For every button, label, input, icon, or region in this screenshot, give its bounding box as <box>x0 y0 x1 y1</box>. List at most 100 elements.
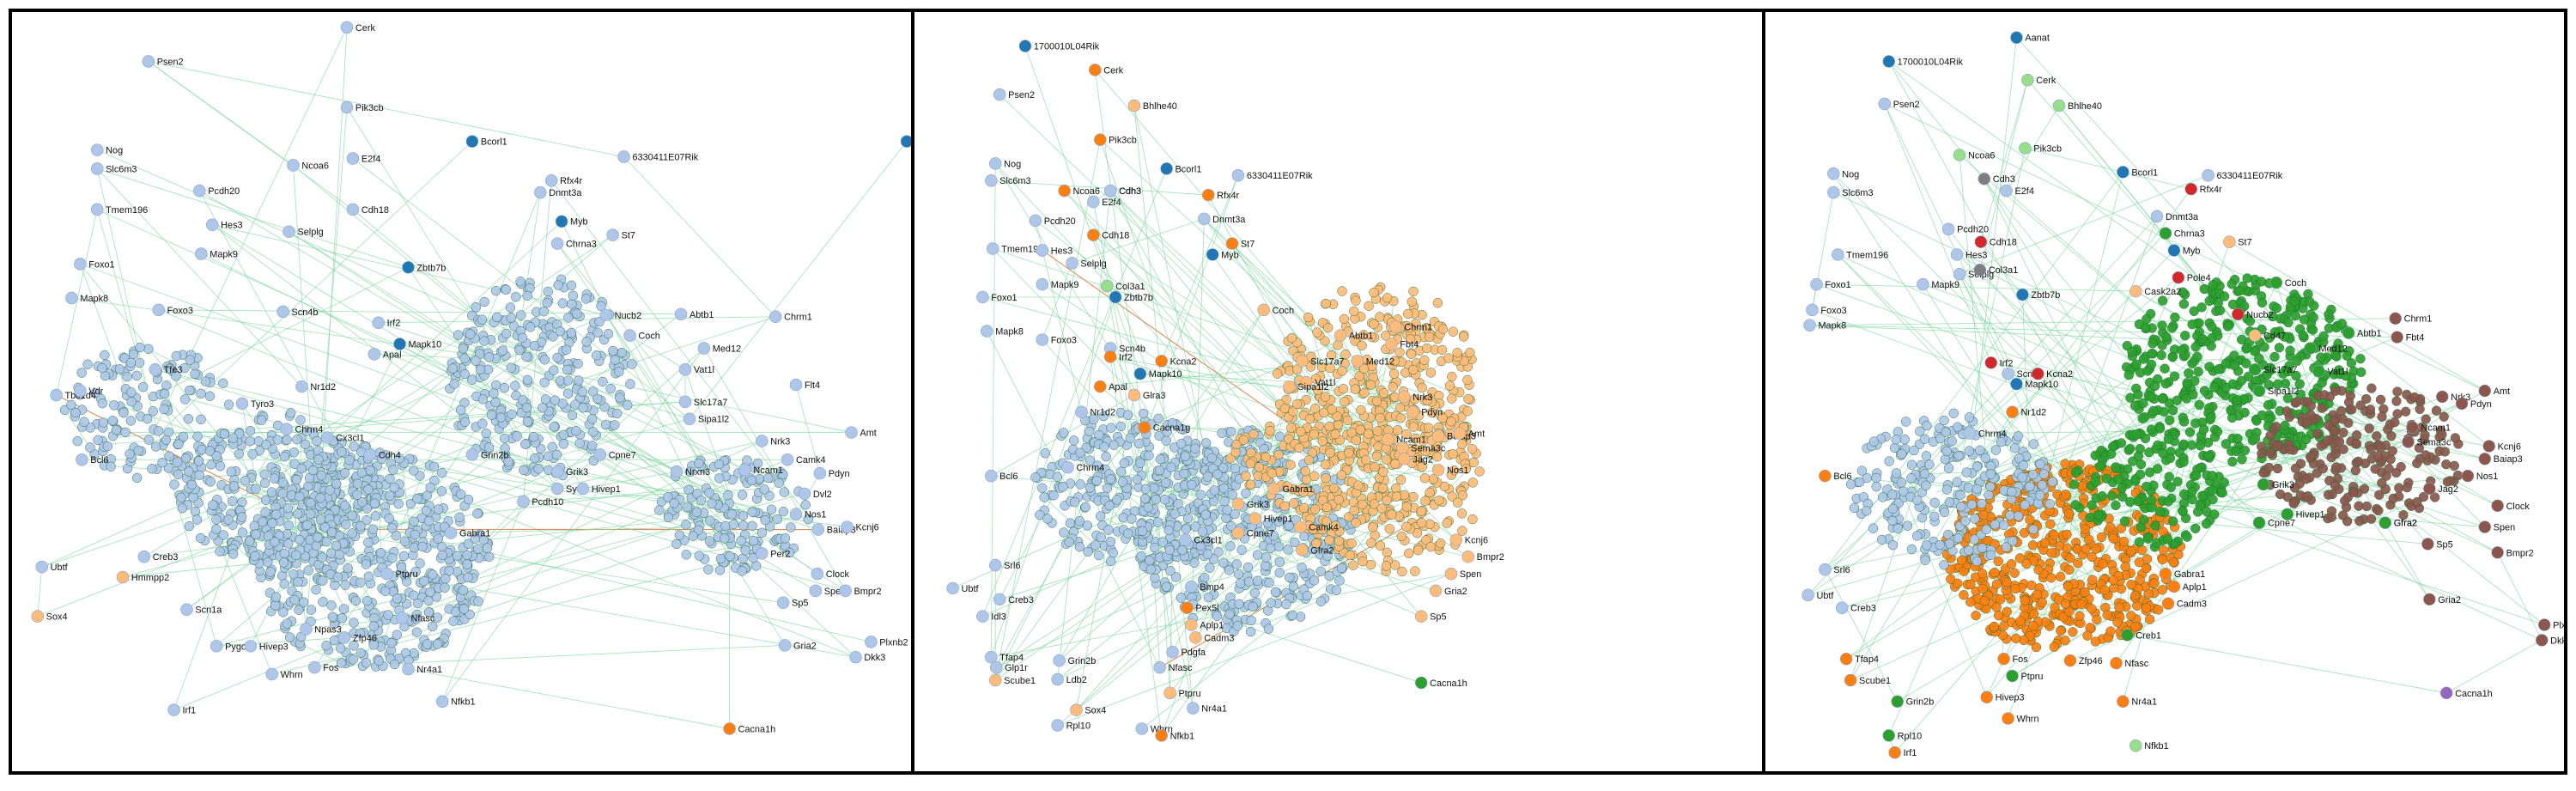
cluster-node[interactable] <box>305 508 316 520</box>
cluster-node[interactable] <box>614 367 624 377</box>
cluster-node[interactable] <box>1137 526 1148 536</box>
cluster-node[interactable] <box>1285 459 1296 470</box>
node-grik3[interactable]: Grik3 <box>550 465 588 478</box>
cluster-node[interactable] <box>1359 387 1370 399</box>
cluster-node[interactable] <box>2047 477 2058 487</box>
cluster-node[interactable] <box>1422 395 1432 406</box>
node-dnmt3a[interactable]: Dnmt3a <box>534 186 582 199</box>
cluster-node[interactable] <box>1251 495 1261 506</box>
cluster-node[interactable] <box>1443 353 1454 363</box>
cluster-node[interactable] <box>259 478 270 489</box>
cluster-node[interactable] <box>1855 477 1865 487</box>
cluster-node[interactable] <box>195 532 206 544</box>
cluster-node[interactable] <box>313 532 323 543</box>
node-grin2b[interactable]: Grin2b <box>465 448 509 461</box>
cluster-node[interactable] <box>1330 520 1341 531</box>
cluster-node[interactable] <box>1985 481 1996 492</box>
cluster-node[interactable] <box>1084 455 1096 465</box>
cluster-node[interactable] <box>573 358 583 369</box>
cluster-node[interactable] <box>562 364 573 375</box>
cluster-node[interactable] <box>1985 460 1996 472</box>
cluster-node[interactable] <box>389 483 399 493</box>
cluster-node[interactable] <box>557 298 568 308</box>
cluster-node[interactable] <box>291 474 302 485</box>
node-ldb2[interactable]: Ldb2 <box>1051 672 1087 686</box>
cluster-node[interactable] <box>455 489 466 500</box>
cluster-node[interactable] <box>2031 642 2042 653</box>
cluster-node[interactable] <box>1909 445 1919 456</box>
cluster-node[interactable] <box>1349 505 1359 516</box>
cluster-node[interactable] <box>313 454 324 465</box>
cluster-node[interactable] <box>507 409 517 420</box>
cluster-node[interactable] <box>1202 472 1213 482</box>
cluster-node[interactable] <box>455 405 466 416</box>
cluster-node[interactable] <box>215 546 225 557</box>
node-chrm4[interactable]: Chrm4 <box>280 423 324 435</box>
cluster-node[interactable] <box>760 514 770 526</box>
node-irf1[interactable]: Irf1 <box>167 703 197 716</box>
cluster-node[interactable] <box>1197 581 1208 591</box>
cluster-node[interactable] <box>1401 429 1412 440</box>
cluster-node[interactable] <box>742 455 752 465</box>
node-nos1[interactable]: Nos1 <box>1431 463 1468 477</box>
cluster-node[interactable] <box>1230 463 1241 474</box>
cluster-node[interactable] <box>97 398 107 409</box>
node-marker[interactable] <box>1201 188 1215 202</box>
cluster-node[interactable] <box>449 379 459 389</box>
cluster-node[interactable] <box>1234 599 1244 609</box>
node-marker[interactable] <box>402 261 415 274</box>
cluster-node[interactable] <box>1993 556 2004 567</box>
cluster-node[interactable] <box>681 520 691 530</box>
cluster-node[interactable] <box>1246 615 1256 626</box>
cluster-node[interactable] <box>1887 515 1898 526</box>
cluster-node[interactable] <box>1461 464 1471 474</box>
cluster-node[interactable] <box>409 543 420 553</box>
cluster-node[interactable] <box>1420 496 1431 506</box>
cluster-node[interactable] <box>1369 287 1379 298</box>
cluster-node[interactable] <box>495 412 507 423</box>
node-cerk[interactable]: Cerk <box>1089 64 1124 76</box>
cluster-node[interactable] <box>522 417 533 427</box>
cluster-node[interactable] <box>571 426 581 436</box>
cluster-node[interactable] <box>1344 447 1354 459</box>
cluster-node[interactable] <box>530 453 540 464</box>
cluster-node[interactable] <box>458 344 469 354</box>
cluster-node[interactable] <box>1325 362 1335 374</box>
cluster-node[interactable] <box>1425 368 1437 378</box>
cluster-node[interactable] <box>289 459 300 469</box>
cluster-node[interactable] <box>1368 522 1378 532</box>
cluster-node[interactable] <box>1231 559 1242 569</box>
node-marker[interactable] <box>1185 618 1198 631</box>
node-marker[interactable] <box>985 173 998 187</box>
cluster-node[interactable] <box>747 520 757 532</box>
cluster-node[interactable] <box>228 481 240 491</box>
cluster-node[interactable] <box>1134 438 1145 449</box>
node-marker[interactable] <box>798 487 811 501</box>
cluster-node[interactable] <box>696 495 707 506</box>
node-marker[interactable] <box>670 465 683 478</box>
cluster-node[interactable] <box>277 478 289 488</box>
cluster-node[interactable] <box>352 478 363 489</box>
cluster-node[interactable] <box>282 435 292 445</box>
cluster-node[interactable] <box>472 544 483 554</box>
cluster-node[interactable] <box>295 491 305 502</box>
cluster-node[interactable] <box>348 654 359 665</box>
cluster-node[interactable] <box>126 387 137 398</box>
cluster-node[interactable] <box>552 352 562 363</box>
cluster-node[interactable] <box>1187 479 1197 490</box>
node-spen[interactable]: Spen <box>1444 567 1481 581</box>
cluster-node[interactable] <box>1404 548 1414 558</box>
cluster-node[interactable] <box>1941 427 1951 437</box>
cluster-node[interactable] <box>1084 483 1096 493</box>
node-kcna2[interactable]: Kcna2 <box>1155 355 1197 368</box>
cluster-node[interactable] <box>185 385 195 396</box>
cluster-node[interactable] <box>1264 577 1274 588</box>
cluster-node[interactable] <box>778 506 789 517</box>
cluster-node[interactable] <box>1320 392 1331 402</box>
cluster-node[interactable] <box>467 374 477 385</box>
node-marker[interactable] <box>1036 277 1049 291</box>
node-cerk[interactable]: Cerk <box>340 21 376 34</box>
cluster-node[interactable] <box>266 487 277 497</box>
node-scn4b[interactable]: Scn4b <box>276 305 319 319</box>
cluster-node[interactable] <box>1410 433 1420 444</box>
